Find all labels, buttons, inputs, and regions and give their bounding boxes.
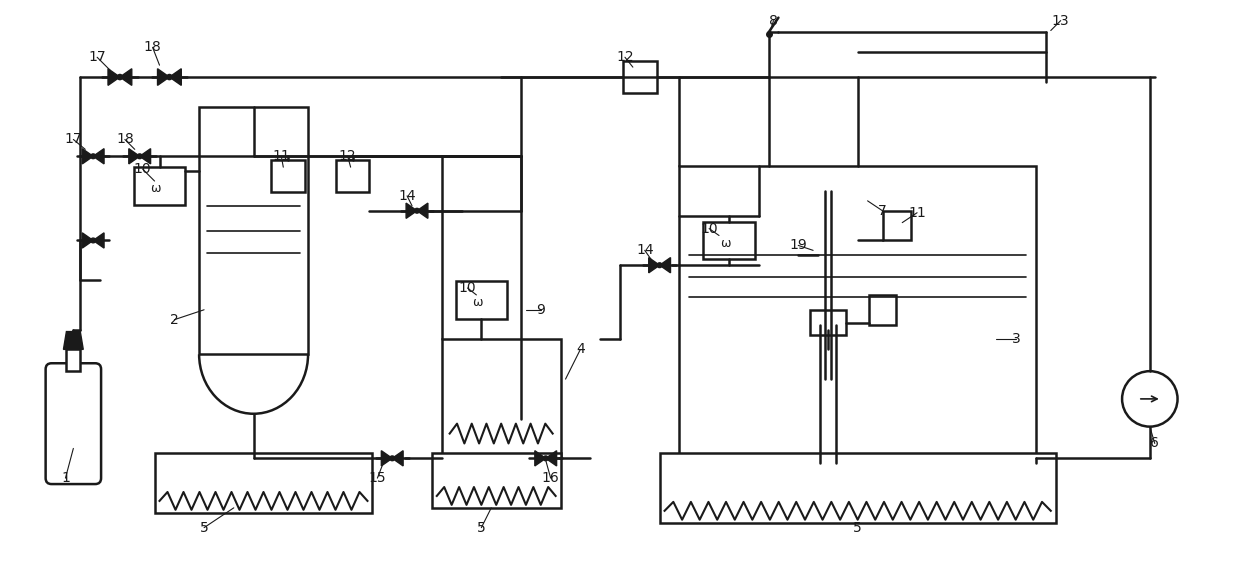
Polygon shape	[660, 258, 671, 273]
Text: 14: 14	[398, 189, 415, 203]
Text: 5: 5	[200, 521, 208, 535]
Polygon shape	[392, 451, 403, 466]
Text: 17: 17	[64, 132, 82, 147]
Polygon shape	[382, 451, 392, 466]
Text: 15: 15	[368, 471, 386, 485]
Text: 10: 10	[134, 162, 151, 176]
Text: 17: 17	[88, 50, 105, 64]
Circle shape	[91, 154, 95, 159]
Bar	[660, 453, 1055, 523]
Bar	[336, 160, 370, 192]
Text: 9: 9	[537, 303, 546, 317]
Polygon shape	[108, 69, 120, 85]
Bar	[622, 61, 657, 93]
Bar	[455, 281, 507, 319]
Text: 6: 6	[1151, 437, 1159, 450]
Text: 2: 2	[170, 313, 179, 327]
Bar	[272, 160, 305, 192]
Polygon shape	[534, 451, 546, 466]
Bar	[810, 310, 846, 335]
Polygon shape	[417, 203, 428, 218]
Polygon shape	[93, 233, 104, 248]
Circle shape	[389, 456, 394, 461]
Bar	[200, 107, 308, 354]
Text: 4: 4	[577, 343, 585, 356]
Text: 19: 19	[790, 238, 807, 252]
Text: 18: 18	[144, 40, 161, 54]
Polygon shape	[82, 233, 93, 248]
Text: 11: 11	[908, 206, 926, 219]
Polygon shape	[82, 148, 93, 164]
Circle shape	[91, 238, 95, 243]
Text: 10: 10	[701, 222, 718, 236]
Text: ω: ω	[719, 237, 730, 250]
Polygon shape	[140, 148, 150, 164]
Bar	[432, 453, 560, 508]
Text: 10: 10	[459, 281, 476, 295]
Text: 1: 1	[61, 471, 69, 485]
Bar	[67, 350, 81, 371]
Circle shape	[118, 74, 123, 80]
Polygon shape	[129, 148, 140, 164]
Text: 14: 14	[636, 244, 653, 257]
Polygon shape	[93, 148, 104, 164]
Text: 16: 16	[542, 471, 559, 485]
Polygon shape	[546, 451, 557, 466]
Bar	[868, 295, 897, 325]
Text: 7: 7	[878, 204, 887, 218]
Polygon shape	[649, 258, 660, 273]
Bar	[134, 167, 185, 205]
Text: ω: ω	[150, 182, 161, 195]
Circle shape	[414, 209, 419, 213]
Text: 18: 18	[117, 132, 134, 147]
Bar	[703, 222, 755, 259]
Text: 13: 13	[1052, 14, 1069, 28]
Text: 5: 5	[853, 521, 862, 535]
Text: 12: 12	[616, 50, 634, 64]
Bar	[441, 339, 560, 458]
Circle shape	[138, 154, 143, 159]
FancyBboxPatch shape	[46, 363, 102, 484]
Circle shape	[167, 74, 172, 80]
Circle shape	[543, 456, 548, 461]
Polygon shape	[157, 69, 170, 85]
Bar	[883, 211, 911, 241]
Text: 12: 12	[339, 150, 356, 163]
Bar	[155, 453, 372, 513]
Polygon shape	[63, 332, 83, 350]
Circle shape	[657, 263, 662, 268]
Text: ω: ω	[472, 296, 482, 309]
Polygon shape	[120, 69, 131, 85]
Bar	[680, 166, 1035, 463]
Polygon shape	[170, 69, 181, 85]
Text: 11: 11	[273, 150, 290, 163]
Text: 8: 8	[769, 14, 777, 28]
Text: 5: 5	[477, 521, 486, 535]
Text: 3: 3	[1012, 332, 1021, 347]
Polygon shape	[405, 203, 417, 218]
